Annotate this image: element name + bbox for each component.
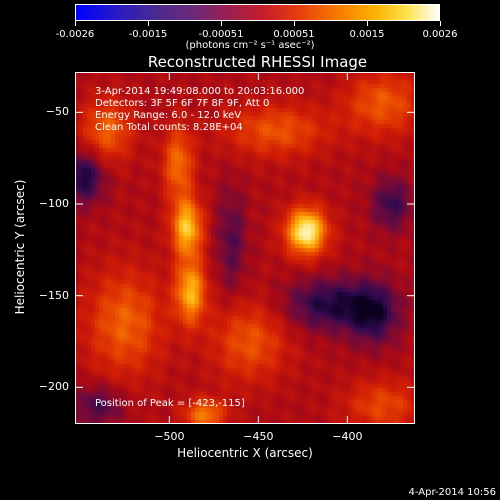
y-tick-label: −50 (45, 105, 69, 119)
plot-frame (75, 72, 415, 424)
colorbar-tick-label: -0.0026 (55, 29, 95, 40)
colorbar (75, 4, 440, 21)
colorbar-tick-label: -0.00051 (198, 29, 244, 40)
x-tick-label: −450 (243, 430, 274, 443)
peak-position-label: Position of Peak = [-423,-115] (95, 398, 245, 409)
info-clean-counts: Clean Total counts: 8.28E+04 (95, 122, 243, 133)
y-tick-label: −200 (38, 380, 69, 394)
timestamp: 4-Apr-2014 10:56 (408, 487, 496, 498)
colorbar-tick-label: 0.00051 (273, 29, 315, 40)
colorbar-tick-mark (367, 21, 368, 26)
colorbar-tick-mark (75, 21, 76, 26)
colorbar-tick-label: 0.0026 (422, 29, 458, 40)
y-axis-label: Heliocentric Y (arcsec) (13, 179, 27, 315)
info-detectors: Detectors: 3F 5F 6F 7F 8F 9F, Att 0 (95, 98, 270, 109)
y-tick-label: −150 (38, 288, 69, 302)
heatmap-image (75, 72, 415, 424)
info-time-range: 3-Apr-2014 19:49:08.000 to 20:03:16.000 (95, 86, 305, 97)
colorbar-tick-mark (148, 21, 149, 26)
colorbar-tick-mark (221, 21, 222, 26)
colorbar-tick-mark (294, 21, 295, 26)
x-tick-label: −400 (332, 430, 363, 443)
colorbar-tick-label: -0.0015 (128, 29, 168, 40)
axis-tick-marks (75, 72, 415, 424)
info-energy-range: Energy Range: 6.0 - 12.0 keV (95, 110, 242, 121)
chart-title: Reconstructed RHESSI Image (147, 53, 368, 71)
colorbar-tick-mark (440, 21, 441, 26)
x-tick-label: −500 (154, 430, 185, 443)
colorbar-units: (photons cm⁻² s⁻¹ asec⁻²) (185, 40, 315, 51)
y-tick-label: −100 (38, 197, 69, 210)
x-axis-label: Heliocentric X (arcsec) (177, 446, 313, 460)
colorbar-tick-label: 0.0015 (349, 29, 385, 40)
